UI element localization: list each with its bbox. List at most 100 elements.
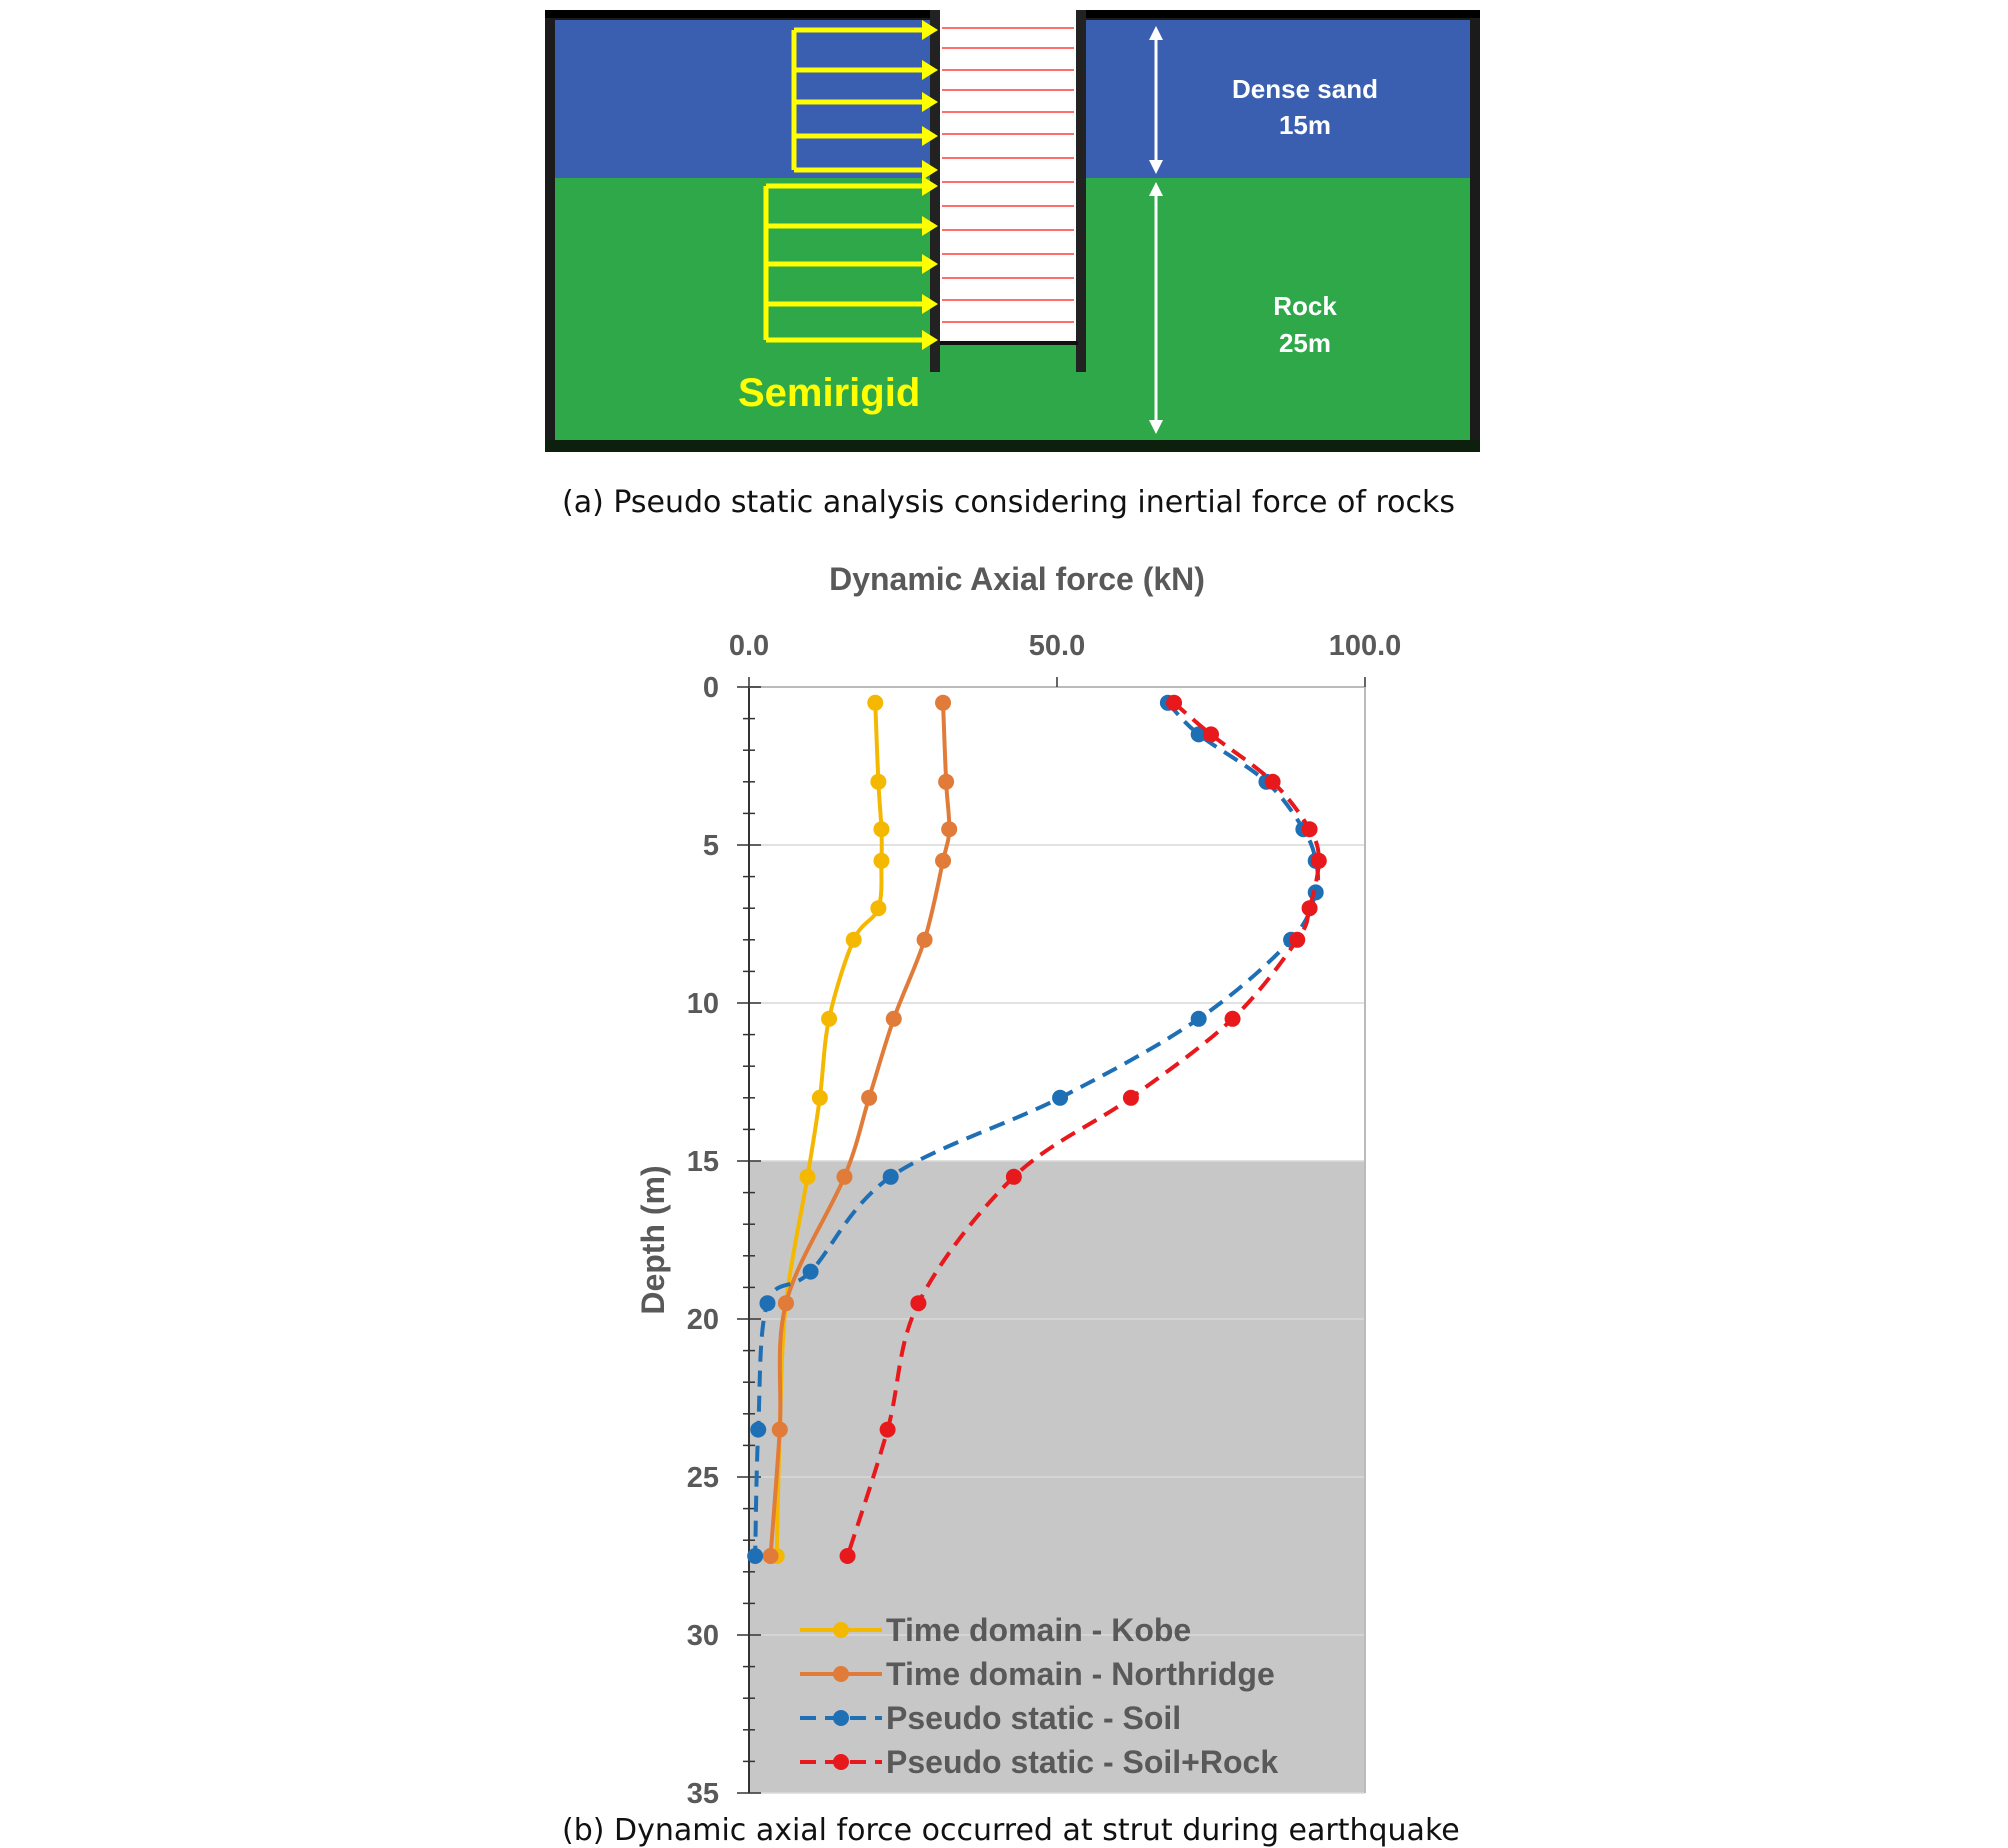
data-point-9 xyxy=(777,1295,794,1312)
arrow-head-5 xyxy=(922,160,938,180)
data-point-5 xyxy=(916,931,933,948)
legend-item-1: Time domain - Kobe xyxy=(800,1612,1191,1648)
legend-swatch-marker xyxy=(833,1710,849,1726)
arrow-head-1 xyxy=(922,20,938,40)
data-point-1 xyxy=(935,694,952,711)
data-point-8 xyxy=(1190,1010,1207,1027)
data-point-9 xyxy=(1122,1089,1139,1106)
arrow-group-1 xyxy=(791,20,938,180)
left-retaining-wall xyxy=(930,10,940,372)
data-point-9 xyxy=(1052,1089,1069,1106)
data-point-4 xyxy=(935,852,952,869)
data-point-11 xyxy=(762,1548,779,1564)
legend-item-4: Pseudo static - Soil+Rock xyxy=(800,1744,1278,1780)
data-point-10 xyxy=(771,1421,788,1438)
data-point-13 xyxy=(839,1548,856,1564)
data-point-10 xyxy=(1005,1168,1022,1185)
arrow-head-2 xyxy=(922,216,938,236)
legend-label: Pseudo static - Soil+Rock xyxy=(886,1744,1278,1780)
struts xyxy=(942,27,1074,323)
x-tick-label-50.0: 50.0 xyxy=(1029,630,1085,662)
arrow-head-4 xyxy=(922,126,938,146)
data-point-12 xyxy=(759,1295,776,1312)
y-tick-label-5: 5 xyxy=(703,830,719,862)
series-layer xyxy=(747,694,1327,1564)
data-point-2 xyxy=(1203,726,1219,743)
data-point-2 xyxy=(1190,726,1207,743)
data-point-4 xyxy=(873,852,890,869)
legend-item-2: Time domain - Northridge xyxy=(800,1656,1275,1692)
axial-force-chart: 0 5 10 15 20 25 30 35 0.0 50.0 100.0 Time domain … xyxy=(635,561,1401,1810)
data-point-3 xyxy=(941,821,958,838)
legend-label: Pseudo static - Soil xyxy=(886,1700,1181,1736)
y-tick-label-0: 0 xyxy=(703,672,719,704)
legend-swatch-marker xyxy=(833,1622,849,1638)
data-point-9 xyxy=(799,1168,816,1185)
data-point-8 xyxy=(836,1168,853,1185)
data-point-5 xyxy=(870,900,887,917)
panel-b-caption: (b) Dynamic axial force occurred at stru… xyxy=(562,1813,1460,1848)
legend-label: Time domain - Kobe xyxy=(886,1612,1191,1648)
semirigid-label: Semirigid xyxy=(738,371,920,415)
rock-dimension-arrow xyxy=(1149,182,1163,434)
load-arrows xyxy=(763,20,938,350)
data-point-7 xyxy=(861,1089,878,1106)
legend: Time domain - Kobe Time domain - Northrid… xyxy=(800,1612,1278,1780)
data-point-11 xyxy=(802,1263,819,1280)
arrow-group-2 xyxy=(763,176,938,350)
x-axis-title: Dynamic Axial force (kN) xyxy=(829,561,1205,597)
right-retaining-wall xyxy=(1076,10,1086,372)
data-point-1 xyxy=(1166,694,1183,711)
y-tick-label-35: 35 xyxy=(687,1778,719,1810)
excavation-pit xyxy=(938,10,1078,345)
data-point-6 xyxy=(885,1010,902,1027)
y-tick-label-30: 30 xyxy=(687,1620,719,1652)
data-point-8 xyxy=(811,1089,828,1106)
arrow-head-4 xyxy=(922,294,938,314)
legend-item-3: Pseudo static - Soil xyxy=(800,1700,1181,1736)
data-point-1 xyxy=(867,694,884,711)
arrow-head-3 xyxy=(922,92,938,112)
data-point-6 xyxy=(1301,900,1318,917)
panel-a-schematic: Dense sand 15m Rock 25m Semirigid xyxy=(545,10,1480,452)
y-tick-label-25: 25 xyxy=(687,1462,719,1494)
arrow-head-1 xyxy=(922,176,938,196)
data-point-14 xyxy=(747,1548,764,1564)
data-point-3 xyxy=(873,821,890,838)
data-point-8 xyxy=(1224,1010,1241,1027)
arrow-head-2 xyxy=(922,60,938,80)
panel-a-caption: (a) Pseudo static analysis considering i… xyxy=(562,485,1455,520)
data-point-11 xyxy=(910,1295,927,1312)
y-ticks: 0 5 10 15 20 25 30 35 xyxy=(687,672,761,1810)
data-point-2 xyxy=(938,773,955,790)
data-point-12 xyxy=(879,1421,896,1438)
data-point-10 xyxy=(882,1168,899,1185)
sand-dimension-arrow xyxy=(1149,26,1163,174)
bottom-border xyxy=(545,440,1480,452)
data-point-6 xyxy=(845,931,862,948)
legend-label: Time domain - Northridge xyxy=(886,1656,1275,1692)
rock-layer-name: Rock xyxy=(1273,291,1337,321)
y-tick-label-20: 20 xyxy=(687,1304,719,1336)
arrow-head-3 xyxy=(922,254,938,274)
sand-layer-thickness: 15m xyxy=(1279,110,1331,140)
y-tick-label-15: 15 xyxy=(687,1146,719,1178)
x-tick-label-100.0: 100.0 xyxy=(1329,630,1402,662)
y-axis-title: Depth (m) xyxy=(635,1165,671,1314)
y-tick-label-10: 10 xyxy=(687,988,719,1020)
legend-swatch-marker xyxy=(833,1754,849,1770)
series-4 xyxy=(839,694,1327,1564)
data-point-4 xyxy=(1301,821,1318,838)
x-tick-label-0.0: 0.0 xyxy=(729,630,769,662)
data-point-7 xyxy=(1289,931,1306,948)
data-point-3 xyxy=(1264,773,1281,790)
legend-swatch-marker xyxy=(833,1666,849,1682)
series-2 xyxy=(762,694,958,1564)
data-point-7 xyxy=(821,1010,838,1027)
rock-layer-thickness: 25m xyxy=(1279,328,1331,358)
data-point-13 xyxy=(750,1421,767,1438)
sand-layer-name: Dense sand xyxy=(1232,74,1378,104)
arrow-head-5 xyxy=(922,330,938,350)
data-point-5 xyxy=(1310,852,1327,869)
